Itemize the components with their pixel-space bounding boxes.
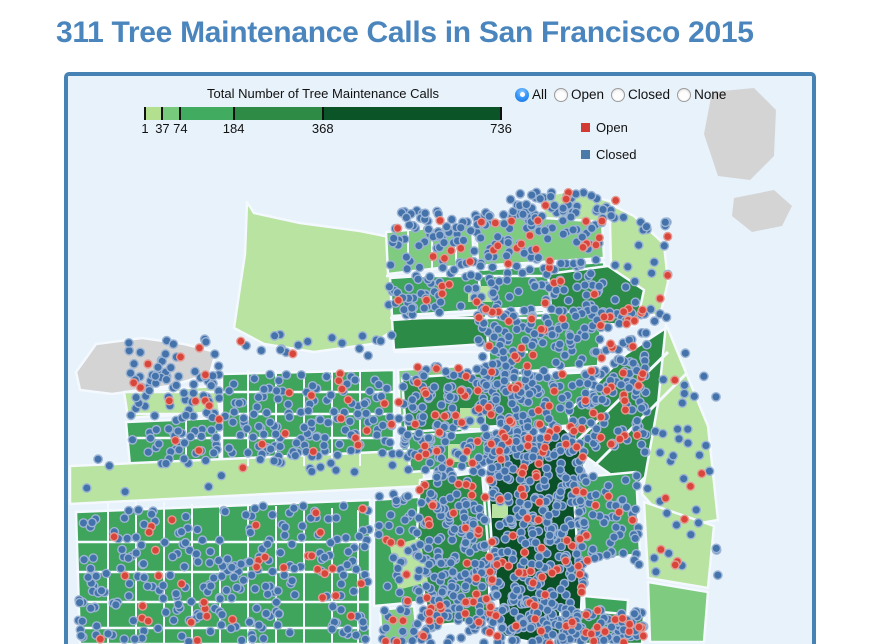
radio-selected-dot (519, 92, 525, 97)
status-label: Closed (596, 147, 637, 162)
choropleth-legend: Total Number of Tree Maintenance Calls 1… (141, 86, 511, 136)
radio-label[interactable]: All (532, 87, 548, 102)
status-swatch-closed (581, 150, 590, 159)
open-call-dots[interactable] (95, 187, 707, 644)
legend-color-segment (162, 107, 181, 120)
yerba-buena-island (732, 190, 792, 232)
neighborhood-central-waterfront[interactable] (646, 580, 710, 644)
sf-map[interactable] (68, 76, 812, 644)
status-swatch-open (581, 123, 590, 132)
legend-color-bar (144, 107, 502, 120)
radio-button-icon[interactable] (611, 87, 626, 102)
status-legend-open: Open (581, 120, 636, 135)
legend-tick (500, 107, 502, 120)
legend-tick (179, 107, 182, 120)
legend-tick-label: 736 (490, 121, 512, 136)
status-legend: Open Closed (581, 120, 636, 174)
status-filter: All Open Closed None (515, 87, 726, 102)
legend-color-segment (145, 107, 163, 120)
radio-closed[interactable]: Closed (611, 87, 670, 102)
legend-tick (144, 107, 146, 120)
radio-open[interactable]: Open (554, 87, 604, 102)
legend-tick-label: 368 (311, 121, 334, 136)
page-title: 311 Tree Maintenance Calls in San Franci… (56, 16, 754, 49)
legend-color-segment (322, 107, 501, 120)
radio-button-icon[interactable] (677, 87, 692, 102)
neighborhood-presidio[interactable] (232, 200, 396, 354)
legend-tick (232, 107, 235, 120)
legend-tick (161, 107, 164, 120)
park-dolores (492, 504, 508, 518)
legend-tick-label: 37 (155, 121, 170, 136)
treasure-island (704, 88, 776, 180)
legend-tick (321, 107, 324, 120)
legend-tick-label: 74 (173, 121, 188, 136)
legend-color-segment (180, 107, 234, 120)
legend-tick-label: 1 (141, 121, 149, 136)
radio-label[interactable]: None (694, 87, 727, 102)
radio-label[interactable]: Open (571, 87, 605, 102)
radio-none[interactable]: None (677, 87, 726, 102)
status-legend-closed: Closed (581, 147, 636, 162)
radio-label[interactable]: Closed (628, 87, 671, 102)
legend-tick-label: 184 (222, 121, 245, 136)
legend-title: Total Number of Tree Maintenance Calls (207, 86, 439, 101)
radio-all[interactable]: All (515, 87, 547, 102)
status-label: Open (596, 120, 628, 135)
map-panel: Total Number of Tree Maintenance Calls 1… (64, 72, 816, 644)
radio-button-icon[interactable] (554, 87, 569, 102)
radio-button-icon[interactable] (515, 87, 529, 102)
legend-color-segment (233, 107, 323, 120)
legend-tick-labels: 1 37 74 184 368 736 (141, 120, 511, 136)
